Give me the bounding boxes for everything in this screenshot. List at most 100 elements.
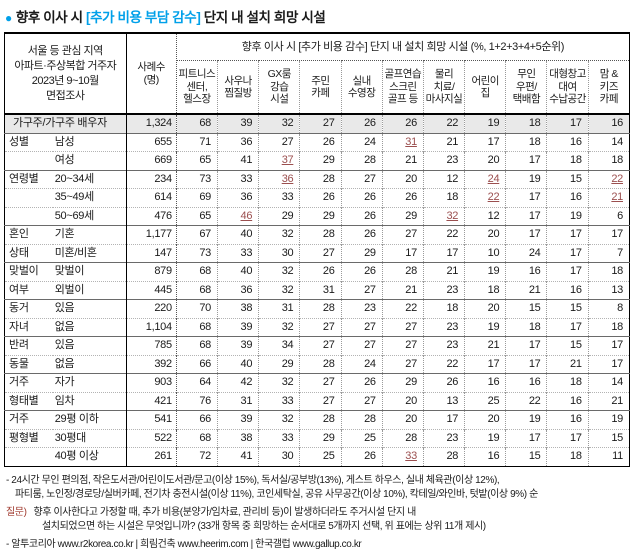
value-cell: 18 [547, 374, 588, 393]
title-prefix: 향후 이사 시 [16, 10, 86, 25]
row-label: 30평대 [53, 429, 126, 448]
row-group-label: 반려 [5, 337, 53, 356]
value-cell: 26 [341, 226, 382, 245]
value-cell: 22 [423, 355, 464, 374]
value-cell: 18 [423, 189, 464, 208]
value-cell: 17 [506, 189, 547, 208]
value-cell: 14 [588, 374, 629, 393]
value-cell: 27 [300, 337, 341, 356]
value-cell: 20 [465, 300, 506, 319]
column-header: 주민 카페 [300, 61, 341, 115]
value-cell: 23 [423, 318, 464, 337]
value-cell: 68 [176, 281, 217, 300]
value-cell: 17 [506, 355, 547, 374]
value-cell: 20 [465, 411, 506, 430]
value-cell: 32 [259, 318, 300, 337]
value-cell: 22 [423, 226, 464, 245]
value-cell: 68 [176, 114, 217, 133]
row-cases: 541 [126, 411, 176, 430]
value-cell: 19 [547, 207, 588, 226]
value-cell: 28 [382, 263, 423, 282]
value-cell: 26 [300, 263, 341, 282]
value-cell: 21 [465, 337, 506, 356]
value-cell: 40 [217, 226, 258, 245]
value-cell: 18 [588, 152, 629, 171]
value-cell: 18 [506, 318, 547, 337]
value-cell: 25 [341, 429, 382, 448]
value-cell: 36 [259, 170, 300, 189]
value-cell: 23 [423, 337, 464, 356]
value-cell: 41 [217, 152, 258, 171]
row-label: 임차 [53, 392, 126, 411]
row-group-label: 상태 [5, 244, 53, 263]
value-cell: 68 [176, 337, 217, 356]
value-cell: 21 [588, 392, 629, 411]
value-cell: 26 [300, 189, 341, 208]
row-group-label: 동거 [5, 300, 53, 319]
row-group-label [5, 207, 53, 226]
row-label: 남성 [53, 133, 126, 152]
row-cases: 669 [126, 152, 176, 171]
value-cell: 24 [341, 133, 382, 152]
row-cases: 421 [126, 392, 176, 411]
value-cell: 12 [465, 207, 506, 226]
value-cell: 17 [506, 226, 547, 245]
value-cell: 18 [588, 263, 629, 282]
value-cell: 17 [465, 133, 506, 152]
value-cell: 38 [217, 429, 258, 448]
value-cell: 12 [423, 170, 464, 189]
value-cell: 22 [465, 189, 506, 208]
row-label: 없음 [53, 318, 126, 337]
value-cell: 18 [547, 448, 588, 467]
question-text: 향후 이사한다고 가정할 때, 추가 비용(분양가/임차료, 관리비 등)이 발… [34, 507, 416, 518]
value-cell: 15 [588, 429, 629, 448]
row-cases: 879 [126, 263, 176, 282]
row-group-label: 형태별 [5, 392, 53, 411]
value-cell: 16 [506, 263, 547, 282]
footnote-line: - 24시간 무인 편의점, 작은도서관/어린이도서관/문고(이상 15%), … [6, 474, 631, 489]
value-cell: 24 [506, 244, 547, 263]
value-cell: 27 [382, 318, 423, 337]
value-cell: 17 [506, 152, 547, 171]
value-cell: 16 [547, 411, 588, 430]
value-cell: 19 [465, 429, 506, 448]
value-cell: 29 [341, 244, 382, 263]
value-cell: 15 [547, 300, 588, 319]
sources-line: - 알투코리아 www.r2korea.co.kr | 희림건축 www.hee… [6, 538, 631, 552]
value-cell: 24 [341, 355, 382, 374]
value-cell: 17 [382, 244, 423, 263]
row-group-label [5, 152, 53, 171]
value-cell: 68 [176, 318, 217, 337]
value-cell: 68 [176, 429, 217, 448]
row-label: 맞벌이 [53, 263, 126, 282]
value-cell: 64 [176, 374, 217, 393]
value-cell: 8 [588, 300, 629, 319]
value-cell: 19 [506, 170, 547, 189]
value-cell: 20 [465, 226, 506, 245]
value-cell: 19 [465, 263, 506, 282]
value-cell: 26 [382, 114, 423, 133]
value-cell: 69 [176, 189, 217, 208]
value-cell: 42 [217, 374, 258, 393]
value-cell: 28 [300, 411, 341, 430]
value-cell: 19 [588, 411, 629, 430]
value-cell: 39 [217, 114, 258, 133]
value-cell: 17 [588, 226, 629, 245]
row-label: 50~69세 [53, 207, 126, 226]
value-cell: 28 [341, 411, 382, 430]
value-cell: 20 [382, 170, 423, 189]
value-cell: 17 [506, 429, 547, 448]
value-cell: 73 [176, 170, 217, 189]
value-cell: 32 [259, 411, 300, 430]
value-cell: 33 [259, 392, 300, 411]
value-cell: 20 [465, 152, 506, 171]
row-group-label: 성별 [5, 133, 53, 152]
